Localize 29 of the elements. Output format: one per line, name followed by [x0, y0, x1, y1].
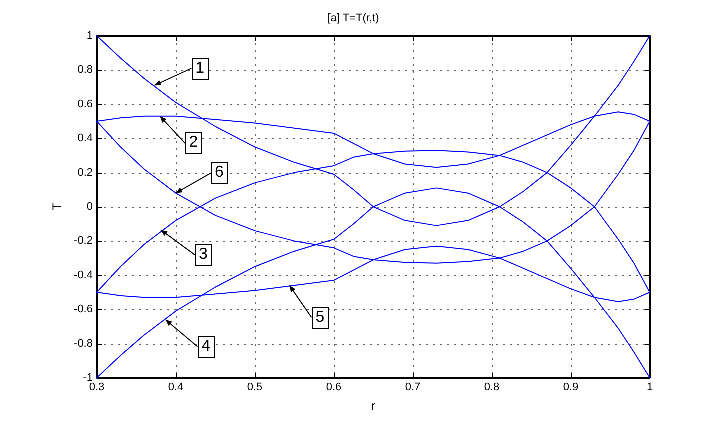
annotation: 4 [198, 336, 215, 358]
annotation: 6 [211, 162, 228, 184]
annotation: 5 [312, 306, 329, 329]
x-tick-label: 0.6 [326, 382, 342, 394]
chart-title: [a] T=T(r,t) [328, 12, 380, 24]
x-tick-label: 0.7 [405, 382, 421, 394]
x-tick-label: 0.4 [168, 382, 184, 394]
y-tick-label: 0.2 [78, 166, 93, 179]
x-tick-label: 0.8 [484, 382, 500, 394]
annotation: 1 [192, 58, 209, 80]
y-tick-label: -0.2 [74, 235, 93, 248]
y-tick-label: -0.8 [74, 338, 93, 350]
x-tick-label: 0.9 [563, 382, 579, 394]
y-tick-label: 1 [86, 30, 93, 42]
x-tick-label: 1 [646, 382, 654, 394]
y-tick-label: -0.6 [74, 304, 93, 316]
y-tick-label: -0.4 [74, 269, 93, 282]
y-tick-label: 0.8 [78, 64, 93, 76]
y-tick-label: 0 [86, 201, 93, 213]
line-series [96, 36, 650, 378]
y-tick-label: 0.4 [78, 132, 93, 145]
x-axis-title: r [372, 399, 376, 413]
y-tick-label: -1 [83, 372, 93, 384]
y-tick-label: 0.6 [78, 98, 93, 110]
y-axis-title: T [50, 202, 64, 211]
x-tick-label: 0.3 [89, 382, 105, 394]
annotation: 3 [194, 244, 212, 266]
annotation: 2 [185, 132, 202, 154]
x-tick-label: 0.5 [247, 382, 263, 394]
